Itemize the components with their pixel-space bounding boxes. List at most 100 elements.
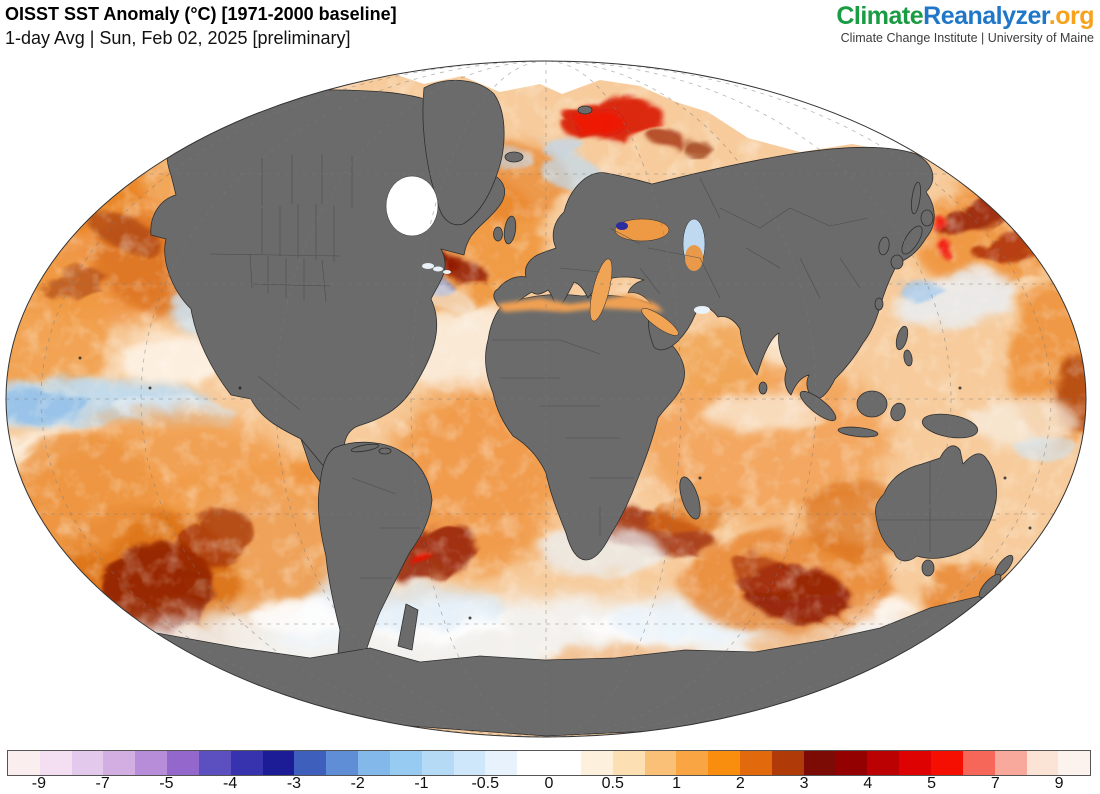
colorbar-segment [8, 751, 40, 775]
colorbar-segment [1026, 751, 1059, 775]
colorbar-segment [676, 751, 709, 775]
brand-logo-org: .org [1048, 2, 1095, 30]
land-sri-lanka [758, 381, 768, 395]
colorbar-tick-label: 0.5 [601, 775, 624, 792]
colorbar-tick-label: -2 [350, 775, 365, 792]
colorbar-segment [549, 751, 581, 775]
land-sakhalin [911, 181, 921, 215]
colorbar-tick-label: -7 [95, 775, 110, 792]
sst-anomaly-blob [644, 123, 680, 145]
colorbar-segment [103, 751, 136, 775]
colorbar-tick-label: -3 [286, 775, 302, 792]
red-sea [641, 308, 679, 336]
land-antarctic-peninsula [397, 603, 419, 651]
colorbar [7, 750, 1091, 776]
colorbar-labels: -9 -7 -5 -4 -3 -2 -1 -0.5 0 0.5 1 2 3 4 5 7 9 [7, 775, 1091, 793]
mediterranean-sea [496, 294, 664, 312]
black-sea [614, 218, 670, 242]
colorbar-segment [517, 751, 550, 775]
land-taiwan [874, 297, 884, 311]
colorbar-segment [71, 751, 104, 775]
colorbar-tick-label: 1 [672, 775, 681, 792]
land-sulawesi [890, 402, 906, 422]
colorbar-segment [994, 751, 1027, 775]
figure-subtitle: 1-day Avg | Sun, Feb 02, 2025 [prelimina… [5, 28, 351, 48]
land-borneo [856, 390, 888, 418]
land-tasmania [921, 559, 935, 577]
graticule [6, 61, 1086, 737]
land-greenland [422, 79, 505, 226]
colorbar-segment [899, 751, 932, 775]
caspian-sea-warm-south [685, 245, 703, 271]
colorbar-segment [740, 751, 772, 775]
land-madagascar [679, 476, 701, 520]
land-svalbard [577, 105, 593, 115]
colorbar-segment [1058, 751, 1091, 775]
brand-logo: ClimateReanalyzer.org [836, 2, 1094, 31]
great-lake-2 [433, 266, 443, 272]
colorbar-tick-label: 9 [1054, 775, 1064, 792]
baltic-sea [589, 258, 613, 322]
colorbar-segment [389, 751, 422, 775]
colorbar-segment [644, 751, 677, 775]
figure-title: OISST SST Anomaly (°C) [1971-2000 baseli… [5, 4, 397, 24]
land-hispaniola [378, 447, 392, 455]
colorbar-segment [485, 751, 518, 775]
colorbar-segment [803, 751, 836, 775]
colorbar-segment [835, 751, 868, 775]
colorbar-segment [167, 751, 199, 775]
colorbar-tick-label: 0 [544, 775, 554, 792]
land-honshu [901, 225, 923, 255]
land-eurasia [493, 146, 935, 400]
colorbar-tick-label: -4 [223, 775, 238, 792]
land-ireland [493, 226, 503, 242]
colorbar-segment [230, 751, 263, 775]
colorbar-segment [931, 751, 963, 775]
persian-gulf [694, 306, 710, 314]
land-philippines-north [895, 325, 909, 351]
colorbar-segment [135, 751, 168, 775]
colorbar-segment [198, 751, 231, 775]
colorbar-segment [358, 751, 390, 775]
land-kyushu [890, 254, 904, 270]
inland-seas-and-lakes [385, 175, 710, 336]
colorbar-segment [39, 751, 72, 775]
hudson-bay-ice [385, 175, 439, 237]
colorbar-segment [421, 751, 454, 775]
colorbar-segment [612, 751, 645, 775]
small-islands-dots [78, 356, 1032, 620]
land-cuba [350, 443, 380, 453]
map-outline [5, 60, 1087, 738]
land-australia [875, 445, 997, 562]
colorbar-segment [962, 751, 995, 775]
sst-anomaly-blob [678, 136, 706, 152]
land-java [837, 426, 879, 438]
world-map-container [0, 58, 1100, 742]
great-lake-1 [422, 263, 434, 269]
colorbar-segment [294, 751, 327, 775]
colorbar-tick-label: 3 [799, 775, 809, 792]
land-iceland [504, 151, 524, 163]
colorbar-tick-label: 5 [927, 775, 937, 792]
world-map [5, 60, 1087, 738]
land-philippines-south [903, 349, 913, 367]
colorbar-tick-label: -5 [159, 775, 174, 792]
colorbar-tick-label: -9 [31, 775, 46, 792]
colorbar-segment [453, 751, 486, 775]
colorbar-segment [580, 751, 613, 775]
colorbar-tick-label: 2 [735, 775, 745, 792]
great-lake-3 [443, 270, 451, 274]
land-great-britain [503, 215, 517, 245]
colorbar-segment [771, 751, 804, 775]
colorbar-segment [867, 751, 900, 775]
brand-tagline: Climate Change Institute | University of… [840, 31, 1094, 45]
colorbar-tick-label: 7 [990, 775, 1000, 792]
sst-anomaly-blob [536, 133, 584, 155]
brand-logo-reanalyzer: Reanalyzer [923, 2, 1049, 30]
colorbar-tick-label: -0.5 [471, 775, 500, 792]
brand-logo-climate: Climate [836, 2, 924, 30]
colorbar-tick-label: 4 [863, 775, 873, 792]
ocean-anomaly-overlay-layer [536, 95, 706, 155]
black-sea-cold-spot [616, 222, 628, 230]
